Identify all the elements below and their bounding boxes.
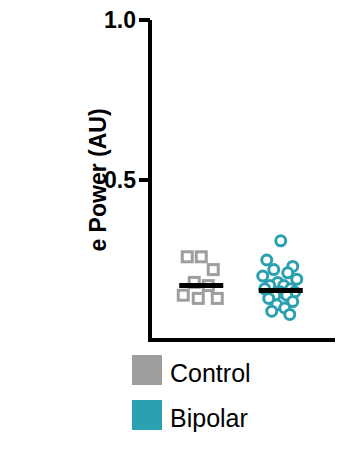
legend-swatch: [132, 355, 162, 385]
y-tick-label: 1.0: [104, 7, 136, 33]
point: [196, 252, 206, 262]
point: [258, 271, 268, 281]
point: [276, 236, 286, 246]
point: [285, 309, 295, 319]
median-line: [259, 288, 303, 293]
legend-label: Bipolar: [170, 404, 248, 432]
marks: [178, 236, 303, 320]
x-axis: [148, 338, 335, 342]
y-tick: [139, 178, 150, 182]
legend-swatch: [132, 400, 162, 430]
point: [269, 265, 279, 275]
legend-label: Control: [170, 359, 251, 387]
median-line: [179, 283, 223, 288]
y-tick: [139, 18, 150, 22]
point: [212, 293, 222, 303]
point: [208, 265, 218, 275]
point: [182, 252, 192, 262]
point: [178, 290, 188, 300]
point: [262, 255, 272, 265]
point: [193, 293, 203, 303]
chart: 0.51.0e Power (AU)ControlBipolar: [0, 0, 354, 450]
y-axis-label: e Power (AU): [85, 108, 111, 251]
point: [267, 306, 277, 316]
point: [292, 274, 302, 284]
